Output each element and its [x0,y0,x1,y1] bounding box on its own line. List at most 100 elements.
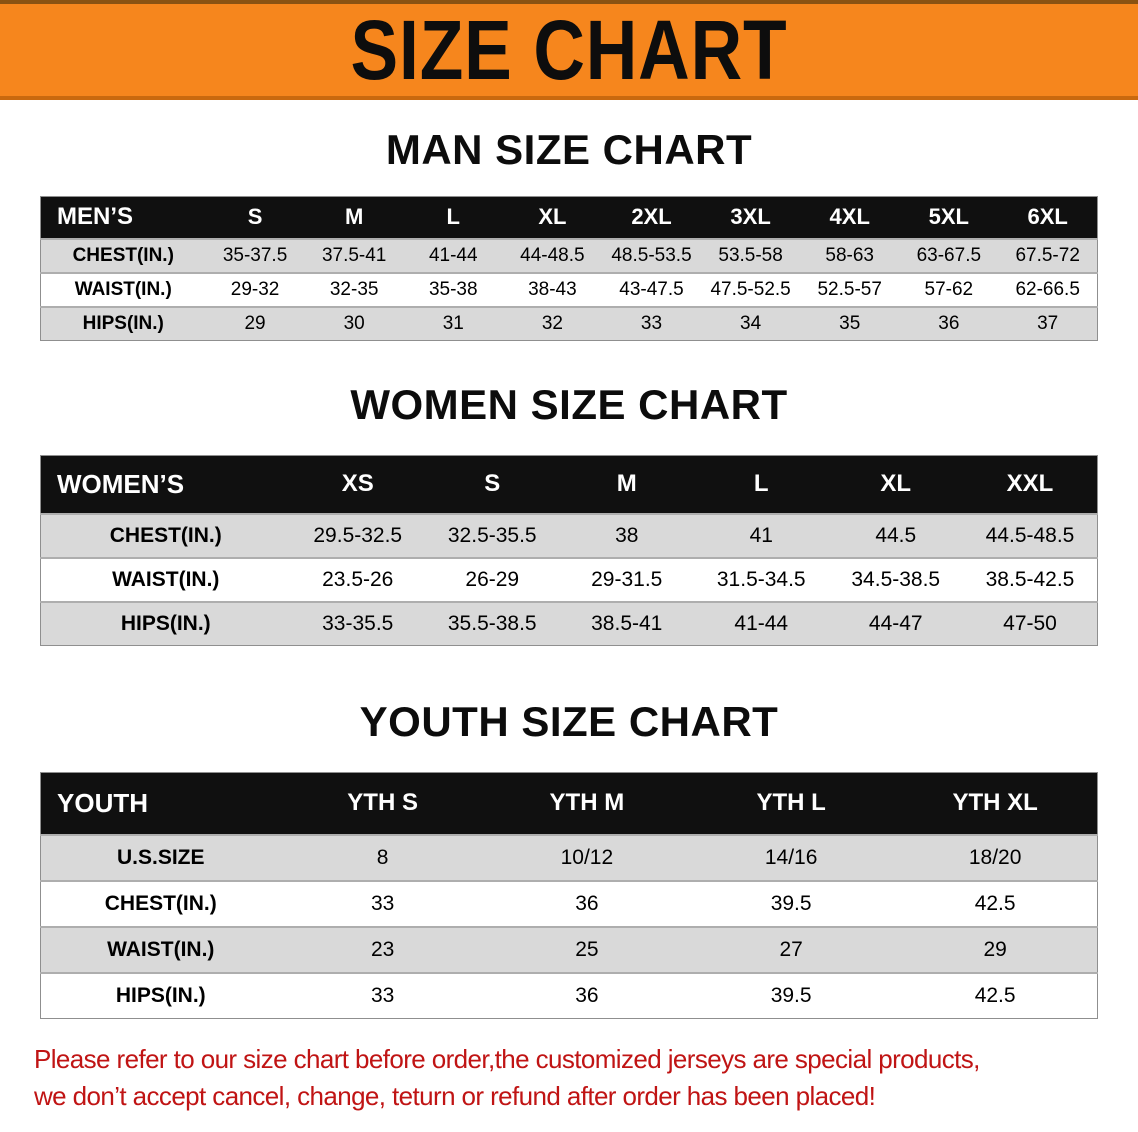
measurement-row-label: CHEST(IN.) [109,523,222,547]
size-header-row: MEN’S S M L XL 2XL 3XL 4XL 5XL 6XL [40,196,1098,239]
measurement-row: CHEST(IN.) 29.5-32.5 32.5-35.5 38 41 44.5 44.5… [40,513,1098,558]
disclaimer-line-1: Please refer to our size chart before or… [34,1044,980,1074]
disclaimer-line-2: we don’t accept cancel, change, teturn o… [34,1081,876,1111]
size-value-cell: 31.5-34.5 [716,567,806,591]
measurement-row: HIPS(IN.) 33-35.5 35.5-38.5 38.5-41 41-44 44-… [40,601,1098,646]
size-value-cell: 41 [749,523,773,547]
table-title-cell: WOMEN’S [40,455,291,514]
size-column-header: 5XL [899,196,999,239]
size-column-header: 4XL [800,196,900,239]
size-value-cell: 57-62 [924,278,974,300]
measurement-row-label: WAIST(IN.) [74,278,172,300]
measurement-row-label: WAIST(IN.) [107,937,215,961]
measurement-row-label: CHEST(IN.) [72,244,174,266]
measurement-row-label: HIPS(IN.) [115,983,206,1007]
women-size-table: WOMEN’S XS S M L XL XXL CHEST(IN.) 29.5-32.5 32.5… [40,455,1098,646]
measurement-row: CHEST(IN.) 33 36 39.5 42.5 [40,880,1098,927]
size-value-cell: 32 [541,312,563,334]
size-column-header: XL [828,455,963,514]
table-title-cell: YOUTH [40,772,281,835]
size-value-cell: 63-67.5 [916,244,982,266]
size-value-cell: 42.5 [974,891,1016,915]
size-value-cell: 44.5 [875,523,917,547]
size-value-cell: 33-35.5 [322,611,394,635]
size-header-row: WOMEN’S XS S M L XL XXL [40,455,1098,514]
size-column-header: L [694,455,829,514]
size-column-header: M [304,196,404,239]
size-value-cell: 38-43 [528,278,577,300]
size-value-cell: 35-38 [428,278,478,300]
size-column-header: YTH L [689,772,894,835]
size-column-header: XS [290,455,425,514]
youth-size-table: YOUTH YTH S YTH M YTH L YTH XL U.S.SIZE 8 10/12… [40,772,1098,1019]
size-value-cell: 44-48.5 [520,244,585,266]
size-value-cell: 58-63 [825,244,875,266]
men-section-heading: MAN SIZE CHART [385,126,753,173]
size-value-cell: 36 [938,312,960,334]
size-value-cell: 18/20 [968,845,1022,869]
size-value-cell: 62-66.5 [1015,278,1080,300]
size-header-row: YOUTH YTH S YTH M YTH L YTH XL [40,772,1098,835]
size-value-cell: 39.5 [770,983,812,1007]
size-value-cell: 33 [370,983,395,1007]
size-value-cell: 38.5-41 [591,611,663,635]
measurement-row-label: WAIST(IN.) [112,567,220,591]
size-column-header: XXL [963,455,1098,514]
size-value-cell: 8 [376,845,389,869]
youth-size-section: YOUTH SIZE CHART YOUTH YTH S YTH M YTH L YTH… [0,698,1138,1019]
size-value-cell: 23 [370,937,395,961]
size-column-header: 3XL [701,196,801,239]
size-value-cell: 53.5-58 [718,244,783,266]
measurement-row: WAIST(IN.) 23 25 27 29 [40,926,1098,973]
size-column-header: 6XL [998,196,1098,239]
size-value-cell: 42.5 [974,983,1016,1007]
size-value-cell: 35 [839,312,861,334]
size-value-cell: 47-50 [1003,611,1057,635]
size-value-cell: 29-32 [230,278,280,300]
size-value-cell: 29.5-32.5 [313,523,403,547]
size-value-cell: 25 [575,937,599,961]
women-size-section: WOMEN SIZE CHART WOMEN’S XS S M L XL XXL CHEST(… [0,381,1138,646]
size-value-cell: 27 [779,937,803,961]
size-value-cell: 31 [442,312,464,334]
measurement-row: HIPS(IN.) 33 36 39.5 42.5 [40,972,1098,1019]
size-value-cell: 47.5-52.5 [710,278,791,300]
women-section-heading: WOMEN SIZE CHART [350,381,788,428]
size-column-header: YTH S [280,772,485,835]
size-column-header: YTH XL [893,772,1098,835]
size-value-cell: 35.5-38.5 [447,611,537,635]
size-column-header: S [205,196,305,239]
size-value-cell: 52.5-57 [817,278,882,300]
size-value-cell: 48.5-53.5 [611,244,692,266]
size-value-cell: 37.5-41 [321,244,387,266]
size-column-header: S [425,455,560,514]
measurement-row-label: HIPS(IN.) [82,312,164,334]
size-value-cell: 32-35 [329,278,379,300]
size-value-cell: 44-47 [868,611,923,635]
size-value-cell: 35-37.5 [222,244,288,266]
measurement-row: WAIST(IN.) 23.5-26 26-29 29-31.5 31.5-34.5 34… [40,557,1098,602]
size-value-cell: 36 [575,983,599,1007]
measurement-row: U.S.SIZE 8 10/12 14/16 18/20 [40,834,1098,881]
size-value-cell: 14/16 [764,845,818,869]
size-value-cell: 38.5-42.5 [985,567,1075,591]
title-banner: SIZE CHART [0,0,1138,100]
men-size-section: MAN SIZE CHART MEN’S S M L XL 2XL 3XL 4XL 5XL 6XL… [0,126,1138,341]
size-value-cell: 32.5-35.5 [447,523,537,547]
size-value-cell: 23.5-26 [322,567,394,591]
size-value-cell: 37 [1037,312,1059,334]
size-value-cell: 33 [370,891,395,915]
size-column-header: XL [502,196,602,239]
size-value-cell: 34 [740,312,762,334]
youth-section-heading: YOUTH SIZE CHART [359,698,779,745]
size-value-cell: 34.5-38.5 [851,567,941,591]
measurement-row-label: U.S.SIZE [116,845,205,869]
size-value-cell: 39.5 [770,891,812,915]
size-value-cell: 44.5-48.5 [985,523,1075,547]
size-value-cell: 29-31.5 [591,567,663,591]
size-column-header: YTH M [484,772,689,835]
size-column-header: M [559,455,694,514]
table-title-cell: MEN’S [40,196,206,239]
size-value-cell: 36 [575,891,599,915]
